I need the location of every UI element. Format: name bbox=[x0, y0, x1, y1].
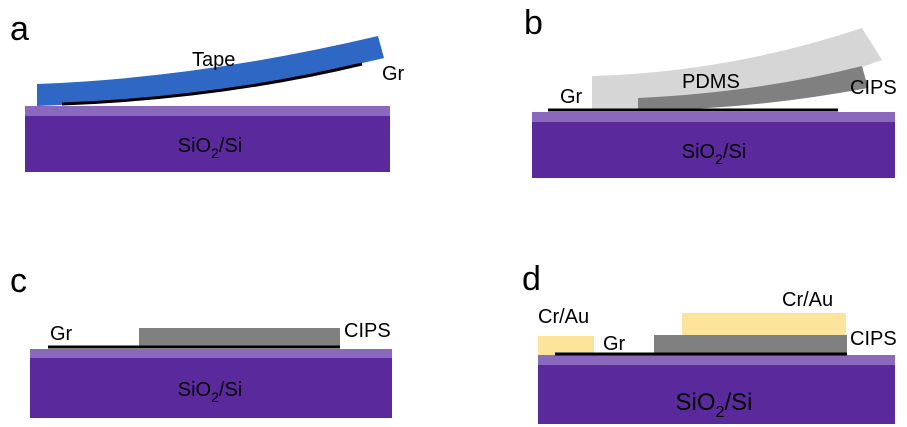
panel-letter: a bbox=[10, 10, 29, 48]
label: Gr bbox=[603, 333, 626, 355]
text: SiO bbox=[178, 135, 211, 157]
cips bbox=[139, 328, 340, 346]
oxide-layer bbox=[25, 106, 390, 116]
panel-b: b Gr PDMS CIPS SiO2/Si bbox=[524, 4, 897, 178]
text: SiO bbox=[682, 141, 715, 163]
label: Cr/Au bbox=[782, 289, 833, 311]
cips bbox=[654, 335, 847, 353]
text: 2 bbox=[211, 145, 219, 161]
oxide-layer bbox=[532, 112, 895, 122]
text: 2 bbox=[716, 404, 725, 421]
text: /Si bbox=[219, 135, 242, 157]
label: Gr bbox=[560, 86, 583, 108]
label: CIPS bbox=[344, 320, 391, 342]
text: SiO bbox=[676, 389, 716, 416]
label: Cr/Au bbox=[538, 306, 589, 328]
panel-d: d Cr/Au Gr Cr/Au CIPS SiO2/Si bbox=[522, 260, 897, 424]
text: /Si bbox=[724, 389, 752, 416]
electrode bbox=[538, 336, 594, 355]
panel-letter: d bbox=[522, 260, 541, 298]
label: CIPS bbox=[850, 328, 897, 350]
oxide-layer bbox=[538, 355, 895, 365]
label: Gr bbox=[382, 63, 405, 85]
panel-a: a Tape Gr SiO2/Si bbox=[10, 10, 405, 172]
text: SiO bbox=[178, 379, 211, 401]
text: /Si bbox=[219, 379, 242, 401]
label: Gr bbox=[50, 323, 73, 345]
panel-letter: c bbox=[10, 262, 27, 300]
label: PDMS bbox=[682, 71, 740, 93]
text: /Si bbox=[723, 141, 746, 163]
panel-c: c Gr CIPS SiO2/Si bbox=[10, 262, 392, 418]
electrode bbox=[682, 313, 846, 335]
oxide-layer bbox=[30, 349, 392, 358]
figure: a Tape Gr SiO2/Si b Gr PDMS CIPS SiO2/Si… bbox=[0, 0, 907, 427]
label: Tape bbox=[192, 49, 235, 71]
text: 2 bbox=[211, 389, 219, 405]
text: 2 bbox=[715, 151, 723, 167]
label: CIPS bbox=[850, 77, 897, 99]
panel-letter: b bbox=[524, 4, 543, 42]
